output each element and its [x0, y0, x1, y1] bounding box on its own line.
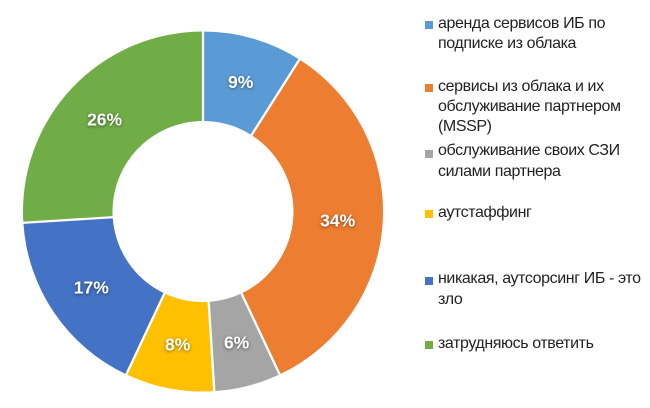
svg-text:6%: 6% [224, 333, 250, 353]
svg-text:9%: 9% [228, 72, 254, 92]
svg-text:34%: 34% [320, 210, 355, 230]
svg-text:26%: 26% [87, 109, 122, 129]
svg-text:8%: 8% [165, 334, 191, 354]
svg-text:17%: 17% [74, 278, 109, 298]
